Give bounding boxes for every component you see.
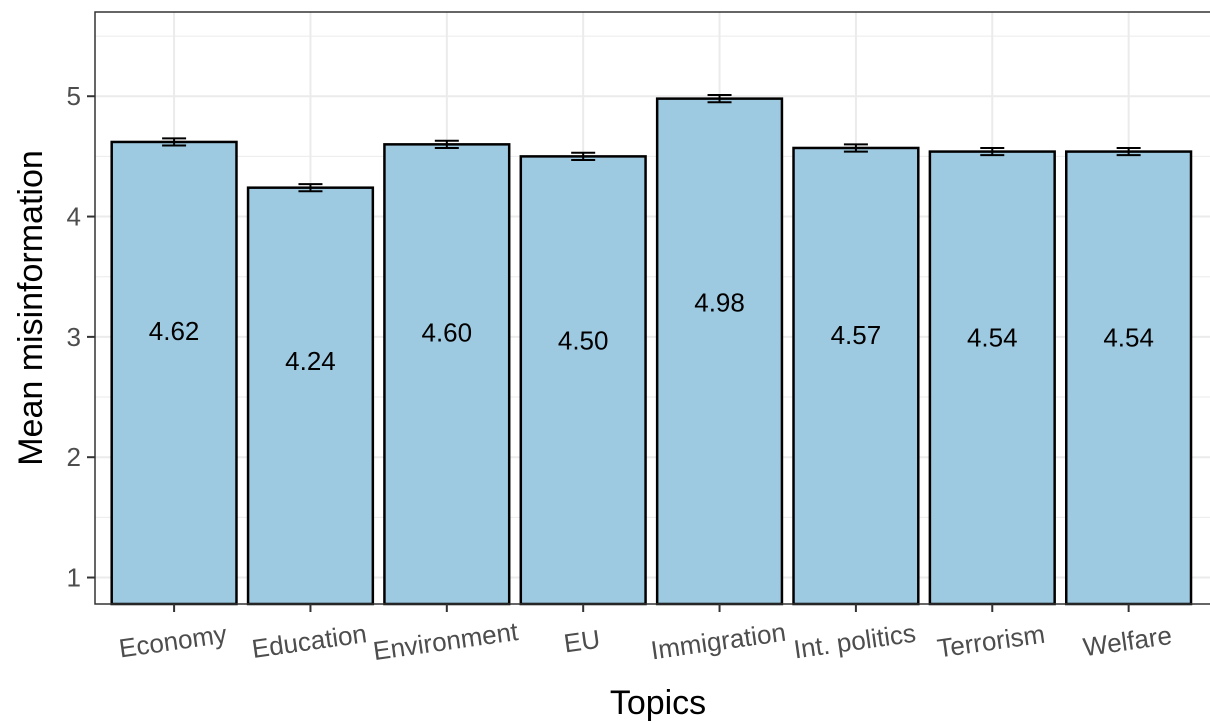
bar-value-label: 4.60	[422, 318, 473, 348]
bar	[383, 143, 511, 606]
y-tick-label: 4	[67, 202, 81, 232]
bar	[110, 140, 238, 606]
bar	[246, 186, 375, 606]
y-axis-title: Mean misinformation	[12, 150, 50, 466]
y-tick-label: 2	[67, 442, 81, 472]
x-tick-label: EU	[562, 624, 602, 659]
bar	[792, 146, 920, 606]
error-bar	[298, 183, 323, 193]
bar-value-label: 4.98	[694, 287, 745, 317]
error-bar	[707, 94, 732, 104]
x-axis-title: Topics	[610, 684, 706, 722]
y-tick-label: 1	[67, 563, 81, 593]
error-bar	[162, 137, 187, 147]
y-tick-label: 3	[67, 322, 81, 352]
error-bar	[843, 143, 868, 153]
bar	[655, 97, 784, 606]
bar-value-label: 4.50	[558, 325, 609, 355]
bar	[519, 155, 647, 606]
bar-value-label: 4.54	[967, 322, 1018, 352]
y-axis: 1 2 3 4 5	[67, 81, 95, 593]
error-bar	[571, 151, 596, 161]
bar	[1065, 150, 1193, 606]
bar-value-label: 4.54	[1103, 322, 1154, 352]
bar-value-label: 4.57	[831, 320, 882, 350]
error-bar	[1116, 146, 1141, 157]
plot-panel-border	[94, 11, 1210, 605]
y-tick-label: 5	[67, 81, 81, 111]
bar-value-label: 4.62	[149, 316, 200, 346]
error-bar	[434, 139, 459, 149]
bar-value-label: 4.24	[285, 346, 336, 376]
bar	[928, 150, 1056, 606]
error-bar	[980, 146, 1005, 157]
bars-group: 4.62 4.24 4.60 4.50 4.98 4.57 4.54 4.54	[110, 94, 1193, 606]
